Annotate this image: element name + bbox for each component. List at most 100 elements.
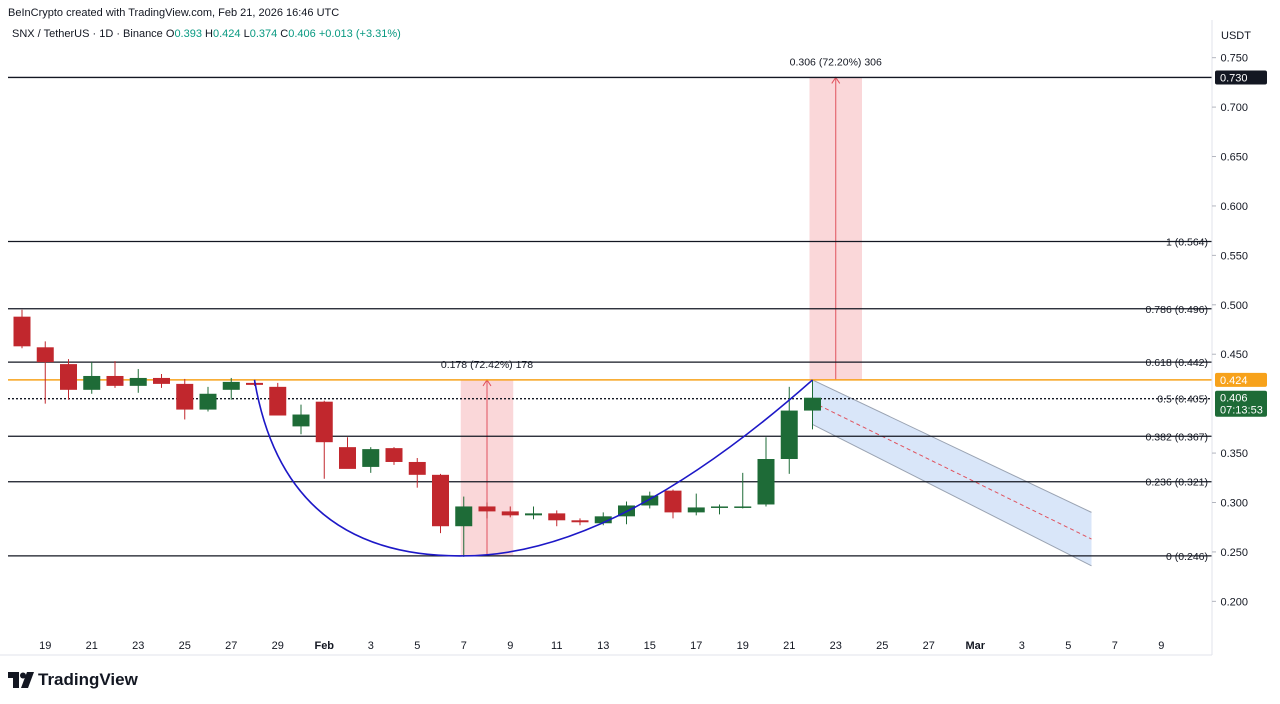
candle[interactable] — [408, 458, 426, 488]
tradingview-logo[interactable]: TradingView — [8, 668, 138, 692]
candle[interactable] — [176, 378, 194, 420]
currency-label: USDT — [1221, 30, 1251, 42]
x-tick-label: 9 — [1158, 640, 1164, 652]
candle-body — [571, 520, 589, 523]
candle-body — [153, 377, 170, 384]
candle-body — [13, 316, 31, 347]
candle-body — [432, 474, 449, 527]
candle[interactable] — [455, 496, 473, 557]
price-tag-countdown: 07:13:53 — [1220, 405, 1263, 417]
y-tick-label: 0.300 — [1220, 498, 1248, 510]
candle[interactable] — [618, 501, 635, 525]
candle-body — [525, 513, 542, 516]
fib-level-label: 0.5 (0.405) — [1157, 394, 1208, 406]
candle-body — [687, 507, 705, 513]
x-tick-label: 5 — [1065, 640, 1071, 652]
x-tick-label: 23 — [132, 640, 144, 652]
candle[interactable] — [199, 386, 217, 412]
y-tick-label: 0.350 — [1220, 448, 1248, 460]
candle[interactable] — [60, 359, 77, 400]
candle-body — [36, 347, 54, 363]
open-label: O — [165, 28, 175, 40]
fib-level-label: 0.786 (0.496) — [1146, 304, 1208, 316]
descending-channel — [812, 379, 1092, 566]
candle[interactable] — [315, 400, 333, 479]
x-tick-label: 17 — [690, 640, 702, 652]
candle[interactable] — [222, 377, 240, 400]
candle[interactable] — [83, 362, 101, 394]
candle-body — [594, 516, 612, 524]
candle[interactable] — [687, 493, 705, 516]
fib-level-label: 0 (0.246) — [1166, 551, 1208, 563]
candle-body — [362, 449, 380, 467]
candle[interactable] — [548, 510, 566, 527]
x-tick-label: 21 — [86, 640, 98, 652]
channel-lower-edge — [812, 423, 1092, 567]
candle[interactable] — [292, 404, 310, 435]
symbol-name[interactable]: SNX / TetherUS · 1D · Binance — [12, 28, 163, 40]
x-tick-label: 29 — [272, 640, 284, 652]
candle[interactable] — [129, 369, 147, 393]
candle[interactable] — [734, 472, 752, 509]
candle[interactable] — [385, 447, 403, 465]
candle-body — [478, 506, 496, 512]
candle-body — [757, 459, 775, 505]
symbol-legend: SNX / TetherUS · 1D · Binance O0.393 H0.… — [12, 28, 401, 40]
candle-body — [106, 375, 124, 386]
x-tick-label: Mar — [965, 640, 985, 652]
price-tag-orange: 0.424 — [1215, 372, 1267, 387]
candle[interactable] — [525, 506, 542, 520]
candle-body — [455, 506, 473, 527]
candle[interactable] — [106, 361, 124, 388]
candle[interactable] — [804, 379, 821, 430]
candle[interactable] — [501, 506, 519, 518]
open-value: 0.393 — [174, 28, 202, 40]
fib-level-label: 0.382 (0.367) — [1146, 431, 1208, 443]
candle[interactable] — [711, 504, 728, 515]
candle[interactable] — [362, 447, 380, 473]
candle[interactable] — [13, 309, 31, 349]
candle-body — [548, 513, 566, 521]
channel-midline — [812, 401, 1092, 540]
candle-body — [292, 414, 310, 427]
candle-body — [664, 490, 682, 513]
candle-body — [269, 386, 287, 416]
candle[interactable] — [269, 382, 287, 416]
candle[interactable] — [478, 502, 496, 519]
x-tick-label: 19 — [39, 640, 51, 652]
price-tag-dark: 0.730 — [1215, 70, 1267, 85]
fib-level-label: 0.618 (0.442) — [1146, 357, 1208, 369]
candle-body — [501, 511, 519, 516]
channel-upper-edge — [812, 379, 1092, 513]
candle-body — [129, 377, 147, 386]
candle[interactable] — [780, 386, 798, 474]
price-tag-box — [1215, 70, 1267, 85]
y-tick-label: 0.450 — [1220, 349, 1248, 361]
candle[interactable] — [757, 437, 775, 507]
candle-body — [385, 448, 403, 462]
price-tag-value: 0.406 — [1220, 393, 1248, 405]
x-tick-label: 3 — [1019, 640, 1025, 652]
candle[interactable] — [571, 518, 589, 526]
candle[interactable] — [153, 373, 170, 388]
x-tick-label: 5 — [414, 640, 420, 652]
candle-body — [711, 506, 728, 508]
change-value: +0.013 (+3.31%) — [318, 28, 401, 40]
x-tick-label: 25 — [179, 640, 191, 652]
candle-body — [641, 495, 659, 506]
fib-level-label: 0.236 (0.321) — [1146, 477, 1208, 489]
x-tick-label: 21 — [783, 640, 795, 652]
candle[interactable] — [36, 341, 54, 404]
tradingview-logo-icon — [8, 672, 34, 688]
tradingview-logo-text: TradingView — [38, 670, 138, 689]
candle[interactable] — [339, 437, 356, 469]
price-tag-box — [1215, 390, 1267, 417]
y-tick-label: 0.250 — [1220, 547, 1248, 559]
fib-level-label: 1 (0.564) — [1166, 237, 1208, 249]
candle[interactable] — [664, 489, 682, 519]
chart-credit: BeInCrypto created with TradingView.com,… — [8, 7, 340, 19]
candle[interactable] — [432, 473, 449, 534]
candle-body — [315, 401, 333, 443]
